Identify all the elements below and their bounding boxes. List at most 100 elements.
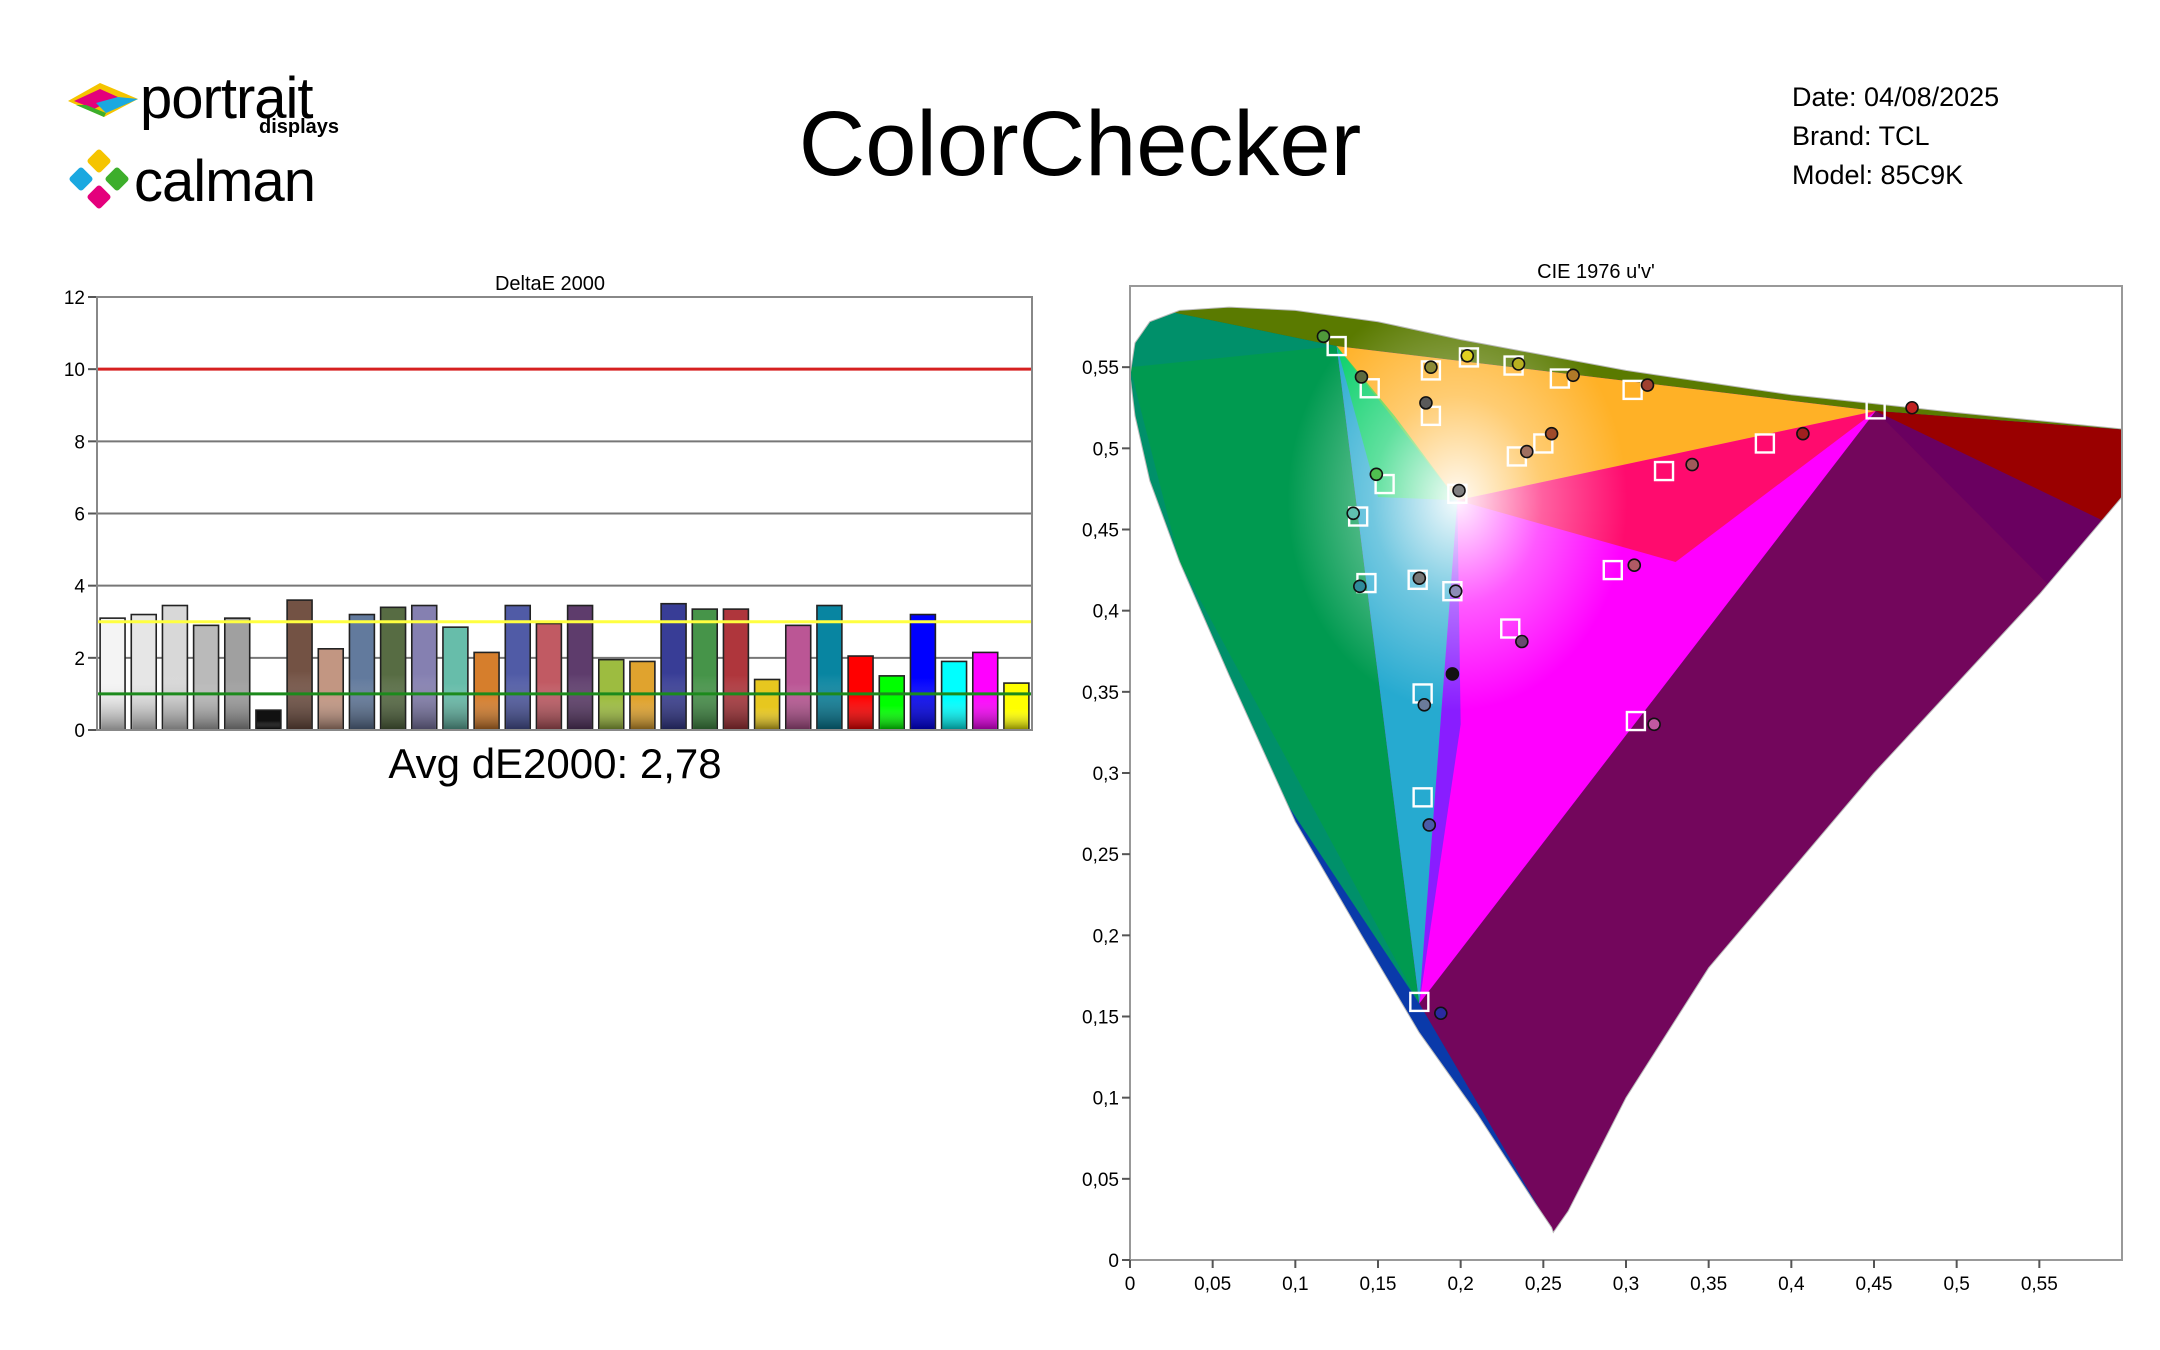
cie-uv-chart: CIE 1976 u'v' 0 0,05 0,1 0,15 0,2 0,25 0,3 0,35… [1082,261,2123,1295]
logo-block: portrait displays calman [66,70,386,220]
delta-bar-shade [755,680,779,729]
cie-y-tick-label: 0,45 [1082,521,1119,542]
cie-x-tick-label: 0,55 [2021,1274,2058,1295]
measured-point [1627,558,1642,573]
measured-point [1544,426,1559,441]
report-info: Date: 04/08/2025 Brand: TCL Model: 85C9K [1792,78,1999,195]
cie-x-tick-label: 0,45 [1856,1274,1893,1295]
target-square [1602,559,1623,581]
bar-y-tick-label: 12 [64,288,85,309]
measured-point [1434,1006,1448,1021]
calman-logo-icon [69,149,129,209]
measured-point [1445,667,1460,681]
cie-horseshoe [1130,307,2122,1233]
measured-point [1511,357,1526,371]
measured-point [1460,349,1475,363]
target-square [1326,335,1347,357]
measured-point [1796,426,1810,441]
measured-point [1353,579,1367,594]
delta-bar-shade [817,606,841,729]
bar-y-tick-label: 10 [64,360,85,381]
cie-y-tick-label: 0 [1108,1251,1119,1272]
target-square [1653,460,1675,482]
delta-bar-shade [880,676,904,729]
target-square [1407,569,1428,591]
target-square [1359,378,1380,399]
cie-x-tick-label: 0,05 [1194,1274,1231,1295]
measured-point [1419,396,1433,410]
portrait-logo-icon [68,83,138,117]
delta-bar-shade [662,604,686,729]
cie-chart-title: CIE 1976 u'v' [1537,261,1655,283]
delta-bar-shade [973,653,997,729]
report-date: Date: 04/08/2025 [1792,82,2000,112]
target-square [1754,433,1776,454]
delta-bar-shade [568,606,592,729]
cie-x-tick-label: 0,35 [1690,1274,1727,1295]
cie-y-tick-label: 0,25 [1082,845,1119,866]
bar-y-tick-label: 4 [74,577,85,598]
target-square [1374,473,1395,495]
cie-x-tick-label: 0,4 [1778,1274,1805,1295]
cie-x-tick-label: 0,15 [1360,1274,1397,1295]
cie-y-tick-label: 0,05 [1082,1170,1119,1191]
cie-y-tick-label: 0,55 [1082,358,1119,379]
page-title: ColorChecker [798,93,1362,195]
delta-bar-shade [288,601,312,729]
target-square [1533,433,1554,454]
measured-point [1647,717,1661,732]
cie-x-tick-label: 0,5 [1943,1274,1969,1295]
delta-bar-shade [475,653,499,729]
cie-y-tick-label: 0,1 [1093,1089,1119,1110]
report-model: Model: 85C9K [1792,160,1964,190]
cie-region-red-outer [1875,410,2122,546]
bar-y-tick-label: 6 [74,505,85,526]
target-square [1622,379,1643,401]
cie-x-tick-label: 0 [1125,1274,1136,1295]
measured-point [1566,368,1580,383]
cie-x-tick-label: 0,3 [1613,1274,1639,1295]
measured-point [1422,818,1437,832]
measured-point [1685,457,1699,472]
delta-bar-shade [1004,684,1028,729]
bar-y-tick-label: 8 [74,432,85,453]
bar-y-tick-label: 2 [74,649,85,670]
spectral-locus-outline [1129,306,2123,1234]
target-square [1500,618,1521,639]
measured-point [1412,571,1427,586]
measured-point [1515,634,1529,649]
target-square [1865,399,1886,420]
gamut-white-glow [1287,307,1628,711]
delta-bar-shade [693,610,717,729]
measured-point [1519,444,1534,459]
cie-y-tick-label: 0,15 [1082,1008,1119,1029]
target-square [1409,991,1430,1013]
cie-y-tick-label: 0,35 [1082,683,1119,704]
delta-bar-shade [724,610,748,729]
bar-y-tick-label: 0 [74,721,85,742]
delta-bar-shade [381,608,405,729]
measured-point [1640,378,1655,392]
delta-bar-shade [101,619,125,729]
target-square [1412,787,1433,808]
bar-chart-title: DeltaE 2000 [495,273,605,295]
deltae-bar-chart: DeltaE 2000 0 2 4 6 8 10 12 [64,273,1033,742]
delta-bar-shade [412,606,436,729]
delta-bar-shade [537,624,561,729]
cie-y-tick-label: 0,4 [1093,602,1120,623]
calman-logo-text: calman [134,149,316,214]
calman-logo: calman [66,148,316,216]
delta-bar-shade [942,662,966,729]
measured-point [1354,370,1369,384]
cie-gamut-triangle [1287,307,1876,1004]
delta-bar-shade [506,606,530,729]
measured-point [1905,400,1919,415]
cie-x-tick-label: 0,2 [1447,1274,1473,1295]
measured-point [1424,360,1438,374]
cie-x-tick-label: 0,1 [1282,1274,1308,1295]
target-square [1625,710,1647,732]
cie-x-tick-label: 0,25 [1525,1274,1562,1295]
measured-point [1448,584,1463,598]
report-brand: Brand: TCL [1792,121,1930,151]
measured-point [1417,698,1432,712]
